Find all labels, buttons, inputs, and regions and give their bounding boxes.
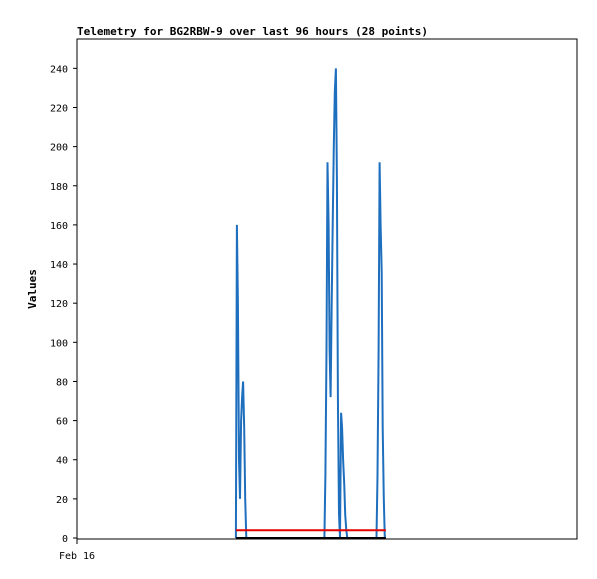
y-tick-label: 220 — [50, 103, 68, 114]
y-axis: 0 20 40 60 80 100 120 140 160 180 200 220 240 — [50, 64, 77, 545]
y-tick-label: 100 — [50, 338, 68, 349]
series-layer — [234, 68, 386, 539]
y-tick-label: 160 — [50, 221, 68, 232]
chart-title: Telemetry for BG2RBW-9 over last 96 hour… — [77, 25, 428, 38]
y-tick-label: 200 — [50, 143, 68, 154]
x-axis: Feb 16 — [59, 539, 95, 562]
y-tick-label: 20 — [56, 495, 68, 506]
y-tick-label: 80 — [56, 377, 68, 388]
y-tick-label: 120 — [50, 299, 68, 310]
y-tick-label: 180 — [50, 182, 68, 193]
y-tick-label: 40 — [56, 456, 68, 467]
x-tick-label: Feb 16 — [59, 551, 95, 562]
y-tick-label: 140 — [50, 260, 68, 271]
y-tick-label: 240 — [50, 64, 68, 75]
series-line-0 — [234, 68, 386, 539]
y-axis-label: Values — [26, 269, 39, 309]
y-tick-label: 0 — [62, 534, 68, 545]
y-tick-label: 60 — [56, 417, 68, 428]
